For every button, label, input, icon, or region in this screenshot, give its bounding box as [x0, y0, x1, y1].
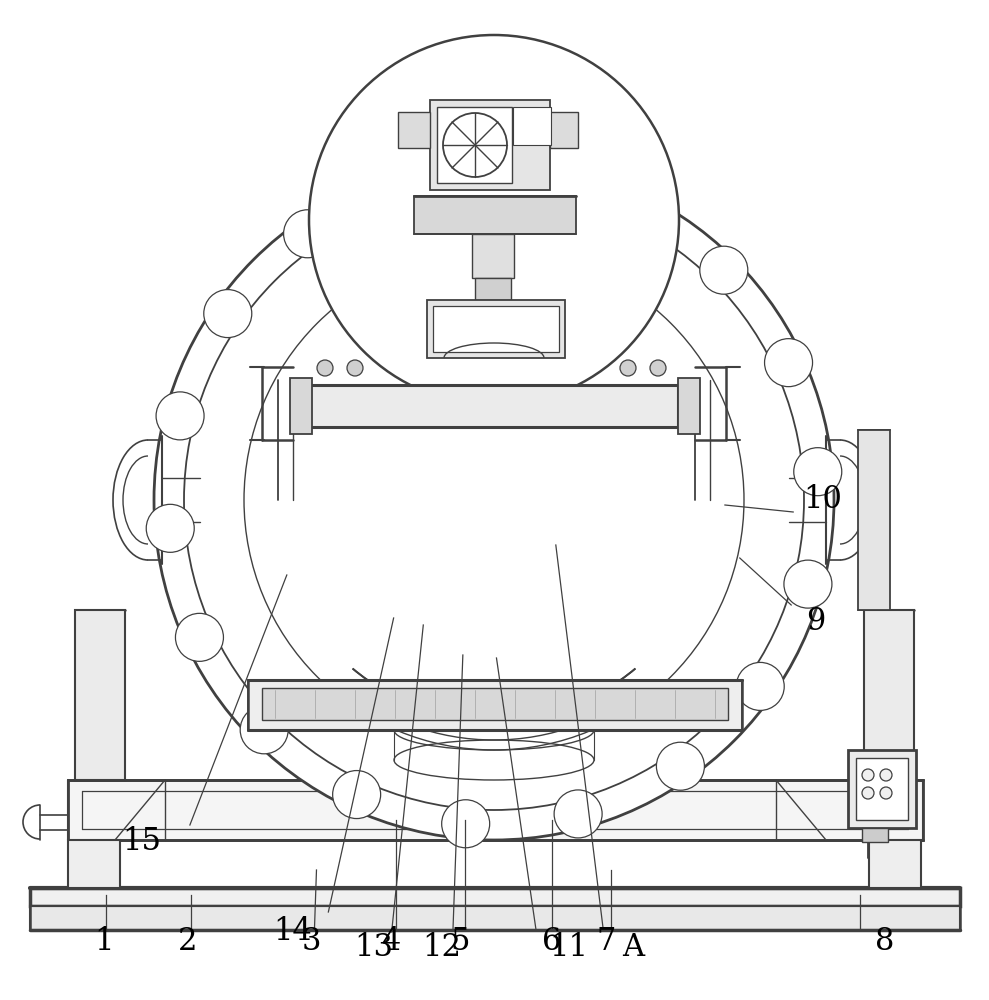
- Circle shape: [284, 210, 331, 258]
- Bar: [398, 112, 430, 148]
- Circle shape: [442, 800, 490, 848]
- Circle shape: [443, 113, 507, 177]
- Circle shape: [386, 162, 434, 210]
- Bar: [68, 780, 923, 840]
- Text: 8: 8: [875, 926, 895, 958]
- Bar: [862, 828, 888, 842]
- Circle shape: [146, 504, 194, 552]
- Bar: [427, 300, 565, 358]
- Bar: [848, 750, 916, 828]
- Text: A: A: [622, 932, 644, 964]
- Bar: [68, 840, 120, 888]
- Text: 3: 3: [302, 926, 321, 958]
- Text: 4: 4: [381, 926, 401, 958]
- Circle shape: [862, 769, 874, 781]
- Circle shape: [554, 790, 602, 838]
- Circle shape: [156, 392, 204, 440]
- Bar: [856, 758, 908, 820]
- Text: 5: 5: [450, 926, 470, 958]
- Circle shape: [736, 662, 784, 710]
- Text: 2: 2: [178, 926, 198, 958]
- Circle shape: [620, 360, 636, 376]
- Circle shape: [880, 769, 892, 781]
- Circle shape: [862, 787, 874, 799]
- Circle shape: [764, 339, 813, 387]
- Circle shape: [317, 360, 333, 376]
- Bar: [430, 100, 550, 190]
- Bar: [869, 840, 921, 888]
- Circle shape: [498, 152, 546, 200]
- Bar: [437, 107, 512, 183]
- Bar: [864, 610, 914, 780]
- Bar: [678, 378, 700, 434]
- Bar: [472, 234, 514, 278]
- Circle shape: [154, 160, 834, 840]
- Text: 12: 12: [422, 932, 462, 964]
- Circle shape: [244, 250, 744, 750]
- Circle shape: [784, 560, 832, 608]
- Bar: [858, 430, 890, 610]
- Circle shape: [700, 246, 748, 294]
- Bar: [414, 196, 576, 234]
- Bar: [310, 385, 678, 427]
- Bar: [290, 378, 312, 434]
- Circle shape: [607, 181, 656, 229]
- Circle shape: [650, 360, 666, 376]
- Text: 9: 9: [806, 606, 826, 638]
- Circle shape: [204, 290, 252, 338]
- Circle shape: [347, 360, 363, 376]
- Text: 13: 13: [354, 932, 394, 964]
- Text: 6: 6: [542, 926, 562, 958]
- Circle shape: [240, 706, 288, 754]
- Text: 11: 11: [549, 932, 588, 964]
- Bar: [30, 888, 960, 906]
- Bar: [433, 306, 559, 352]
- Text: 7: 7: [596, 926, 616, 958]
- Circle shape: [175, 613, 224, 661]
- Bar: [513, 107, 551, 145]
- Bar: [75, 610, 125, 780]
- Bar: [550, 112, 578, 148]
- Text: 10: 10: [803, 485, 843, 516]
- Circle shape: [332, 771, 381, 819]
- Text: 14: 14: [273, 916, 313, 948]
- Text: 1: 1: [94, 926, 114, 958]
- Circle shape: [657, 742, 704, 790]
- Bar: [30, 906, 960, 930]
- Circle shape: [309, 35, 679, 405]
- Circle shape: [880, 787, 892, 799]
- Bar: [248, 680, 742, 730]
- Bar: [262, 688, 728, 720]
- Circle shape: [184, 190, 804, 810]
- Bar: [475, 278, 511, 300]
- Circle shape: [794, 448, 842, 496]
- Text: 15: 15: [122, 826, 161, 857]
